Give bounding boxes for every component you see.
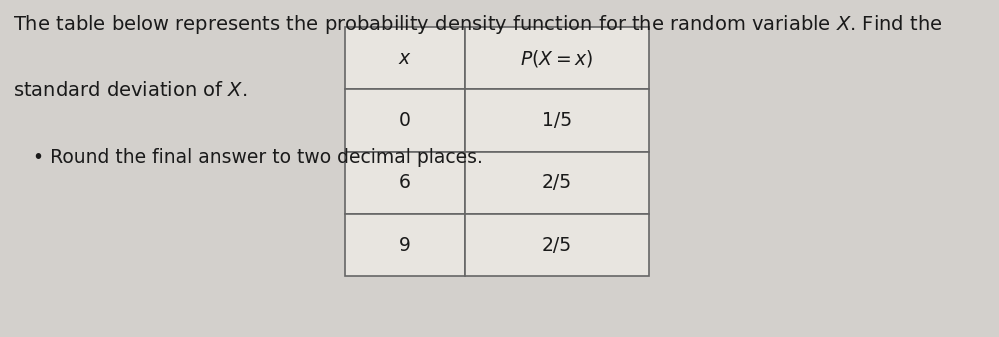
Text: The table below represents the probability density function for the random varia: The table below represents the probabili… bbox=[13, 13, 942, 36]
Text: • Round the final answer to two decimal places.: • Round the final answer to two decimal … bbox=[33, 148, 483, 167]
Bar bbox=[345, 89, 465, 152]
Text: 2/5: 2/5 bbox=[541, 236, 572, 255]
Bar bbox=[345, 27, 465, 89]
Bar bbox=[465, 152, 649, 214]
Bar bbox=[465, 214, 649, 276]
Text: standard deviation of $X$.: standard deviation of $X$. bbox=[13, 81, 248, 100]
Text: 6: 6 bbox=[399, 173, 411, 192]
Bar bbox=[465, 89, 649, 152]
Text: 1/5: 1/5 bbox=[541, 111, 572, 130]
Bar bbox=[345, 214, 465, 276]
Text: $P(X = x)$: $P(X = x)$ bbox=[520, 48, 593, 69]
Text: 2/5: 2/5 bbox=[541, 173, 572, 192]
Bar bbox=[345, 152, 465, 214]
Text: 9: 9 bbox=[399, 236, 411, 255]
Bar bbox=[465, 27, 649, 89]
Text: 0: 0 bbox=[399, 111, 411, 130]
Text: $x$: $x$ bbox=[398, 49, 412, 68]
